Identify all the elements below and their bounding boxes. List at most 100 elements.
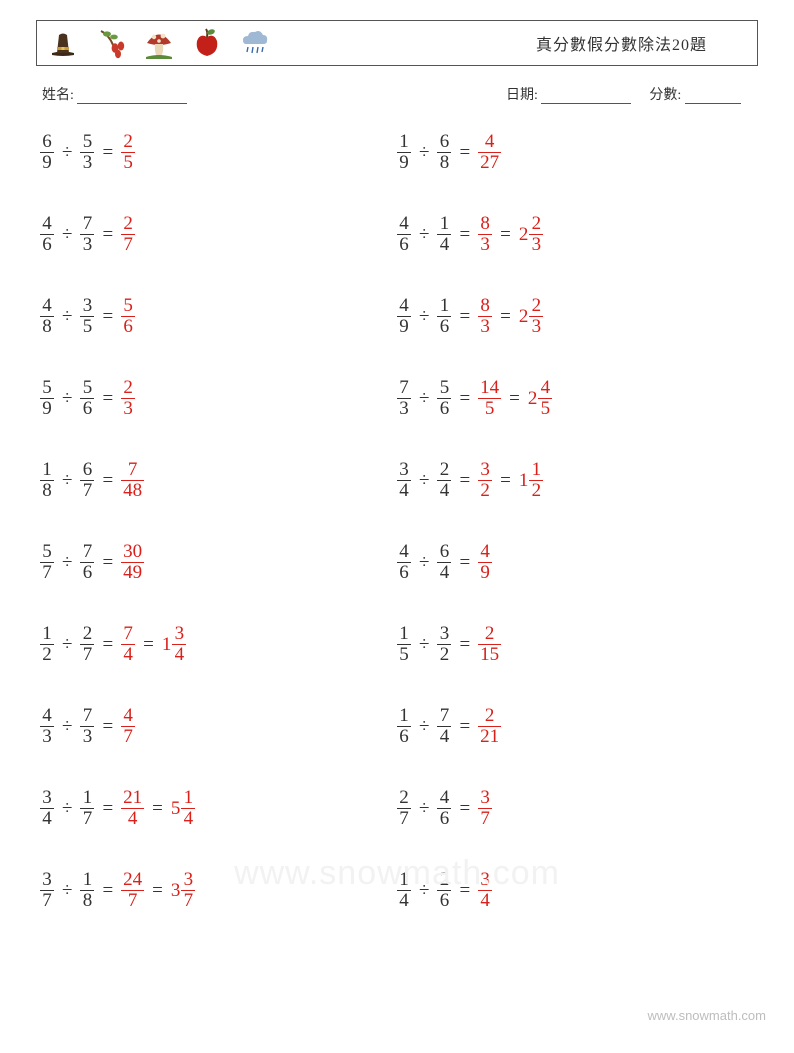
problem-row: 18÷67=748: [40, 456, 397, 504]
equals: =: [102, 225, 113, 244]
divide-op: ÷: [62, 143, 72, 162]
fraction: 56: [80, 378, 94, 419]
divide-op: ÷: [419, 143, 429, 162]
equals: =: [102, 635, 113, 654]
fraction: 46: [40, 214, 54, 255]
fraction: 49: [397, 296, 411, 337]
fraction: 15: [397, 624, 411, 665]
problem-row: 57÷76=3049: [40, 538, 397, 586]
fraction: 59: [40, 378, 54, 419]
problem-row: 69÷53=25: [40, 128, 397, 176]
mixed-number: 112: [519, 460, 544, 501]
equals: =: [459, 471, 470, 490]
divide-op: ÷: [62, 225, 72, 244]
fraction: 12: [40, 624, 54, 665]
fraction: 37: [181, 870, 195, 911]
divide-op: ÷: [62, 717, 72, 736]
equals: =: [459, 389, 470, 408]
problems-grid: 69÷53=2546÷73=2748÷35=5659÷56=2318÷67=74…: [36, 128, 758, 914]
fraction: 49: [478, 542, 492, 583]
fraction: 19: [397, 132, 411, 173]
fraction: 14: [437, 214, 451, 255]
problem-row: 73÷56=145=245: [397, 374, 758, 422]
fraction: 14: [181, 788, 195, 829]
mixed-number: 514: [171, 788, 196, 829]
equals: =: [459, 717, 470, 736]
problem-row: 27÷46=37: [397, 784, 758, 832]
score-blank: [685, 90, 741, 104]
divide-op: ÷: [62, 307, 72, 326]
fraction: 56: [437, 378, 451, 419]
fraction: 32: [478, 460, 492, 501]
equals: =: [509, 389, 520, 408]
fraction: 37: [40, 870, 54, 911]
equals: =: [459, 799, 470, 818]
divide-op: ÷: [62, 881, 72, 900]
mixed-number: 134: [162, 624, 187, 665]
info-row: 姓名: 日期: 分數:: [36, 84, 758, 104]
divide-op: ÷: [62, 471, 72, 490]
fraction: 68: [437, 132, 451, 173]
name-field: 姓名:: [42, 84, 326, 104]
berries-icon: [93, 25, 129, 61]
mixed-number: 223: [519, 214, 544, 255]
fraction: 23: [529, 296, 543, 337]
score-label: 分數:: [649, 88, 681, 103]
fraction: 27: [80, 624, 94, 665]
fraction: 16: [397, 706, 411, 747]
fraction: 74: [121, 624, 135, 665]
fraction: 47: [121, 706, 135, 747]
fraction: 27: [121, 214, 135, 255]
fraction: 14: [397, 870, 411, 911]
fraction: 73: [397, 378, 411, 419]
problems-column-left: 69÷53=2546÷73=2748÷35=5659÷56=2318÷67=74…: [36, 128, 397, 914]
equals: =: [102, 389, 113, 408]
cloud-icon: [237, 25, 273, 61]
problem-row: 34÷17=214=514: [40, 784, 397, 832]
equals: =: [459, 307, 470, 326]
equals: =: [152, 881, 163, 900]
fraction: 12: [529, 460, 543, 501]
fraction: 25: [121, 132, 135, 173]
fraction: 26: [437, 870, 451, 911]
fraction: 748: [121, 460, 144, 501]
fraction: 214: [121, 788, 144, 829]
fraction: 23: [529, 214, 543, 255]
fraction: 76: [80, 542, 94, 583]
fraction: 56: [121, 296, 135, 337]
problem-row: 37÷18=247=337: [40, 866, 397, 914]
problem-row: 48÷35=56: [40, 292, 397, 340]
problem-row: 43÷73=47: [40, 702, 397, 750]
divide-op: ÷: [419, 471, 429, 490]
worksheet-page: 真分數假分數除法20題 姓名: 日期: 分數: 69÷53=2546÷73=27…: [0, 0, 794, 1053]
fraction: 67: [80, 460, 94, 501]
fraction: 221: [478, 706, 501, 747]
equals: =: [459, 553, 470, 572]
date-blank: [541, 90, 631, 104]
divide-op: ÷: [419, 635, 429, 654]
equals: =: [459, 225, 470, 244]
divide-op: ÷: [419, 881, 429, 900]
equals: =: [500, 307, 511, 326]
fraction: 73: [80, 214, 94, 255]
apple-icon: [189, 25, 225, 61]
mixed-number: 245: [528, 378, 553, 419]
date-field: 日期:: [506, 84, 631, 104]
problem-row: 19÷68=427: [397, 128, 758, 176]
equals: =: [102, 471, 113, 490]
fraction: 35: [80, 296, 94, 337]
divide-op: ÷: [62, 799, 72, 818]
fraction: 64: [437, 542, 451, 583]
fraction: 427: [478, 132, 501, 173]
equals: =: [152, 799, 163, 818]
fraction: 34: [40, 788, 54, 829]
equals: =: [102, 143, 113, 162]
fraction: 43: [40, 706, 54, 747]
worksheet-title: 真分數假分數除法20題: [536, 31, 747, 55]
fraction: 247: [121, 870, 144, 911]
fraction: 3049: [121, 542, 144, 583]
equals: =: [102, 553, 113, 572]
fraction: 74: [437, 706, 451, 747]
fraction: 57: [40, 542, 54, 583]
fraction: 215: [478, 624, 501, 665]
